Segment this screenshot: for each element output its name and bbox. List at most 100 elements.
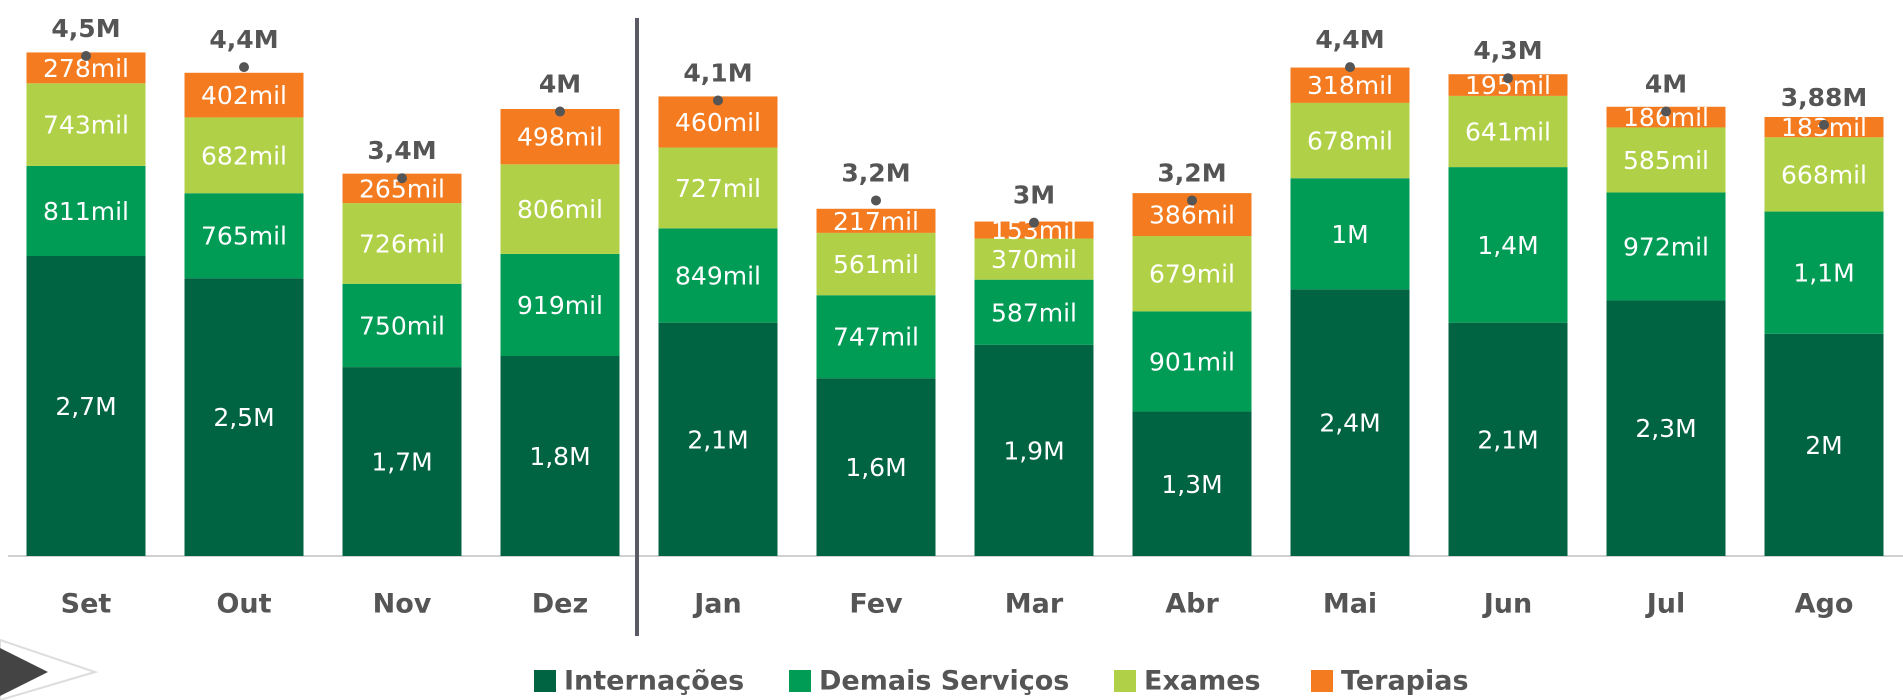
segment-label: 682mil xyxy=(201,141,287,170)
segment-label: 2,4M xyxy=(1319,409,1380,438)
segment-label: 2,7M xyxy=(55,392,116,421)
bar-segment xyxy=(1290,67,1410,103)
bar-segment xyxy=(658,322,778,556)
bar-segment xyxy=(1448,74,1568,96)
segment-label: 1,7M xyxy=(371,448,432,477)
bar-segment xyxy=(500,109,620,165)
segment-label: 498mil xyxy=(517,123,603,152)
segment-label: 849mil xyxy=(675,262,761,291)
bar-segment xyxy=(816,232,936,296)
bar-segment xyxy=(1764,333,1884,556)
segment-label: 1,6M xyxy=(845,453,906,482)
bar-segment xyxy=(1132,311,1252,412)
total-marker xyxy=(397,173,407,184)
bar-segment xyxy=(1290,102,1410,179)
legend-swatch xyxy=(1311,670,1333,692)
x-tick-label: Jun xyxy=(1482,589,1533,620)
total-label: 4,4M xyxy=(209,25,278,54)
bar-segment xyxy=(658,228,778,323)
bar-segment xyxy=(1290,289,1410,556)
decor-arrow xyxy=(0,648,48,696)
bar-segment xyxy=(1448,95,1568,168)
segment-label: 972mil xyxy=(1623,232,1709,261)
x-tick-label: Mai xyxy=(1323,589,1377,620)
total-marker xyxy=(1345,62,1355,73)
segment-label: 726mil xyxy=(359,229,445,258)
segment-label: 402mil xyxy=(201,81,287,110)
bar-segment xyxy=(184,72,304,118)
x-tick-label: Dez xyxy=(532,589,588,620)
total-label: 4,5M xyxy=(51,14,120,43)
segment-label: 2,1M xyxy=(687,425,748,454)
bar-segment xyxy=(974,221,1094,239)
total-marker xyxy=(1029,217,1039,228)
segment-label: 641mil xyxy=(1465,118,1551,147)
total-label: 3,2M xyxy=(841,158,910,187)
segment-label: 2M xyxy=(1805,431,1842,460)
bar-segment xyxy=(1764,211,1884,334)
x-tick-label: Ago xyxy=(1795,589,1854,620)
bar-segment xyxy=(816,378,936,556)
legend-swatch xyxy=(534,670,556,692)
total-marker xyxy=(1503,73,1513,84)
bar-segment xyxy=(1290,178,1410,290)
segment-label: 587mil xyxy=(991,298,1077,327)
bar-segment xyxy=(500,253,620,356)
bar-segment xyxy=(1764,137,1884,212)
segment-label: 811mil xyxy=(43,197,129,226)
segment-label: 750mil xyxy=(359,311,445,340)
bar-segment xyxy=(658,147,778,229)
segment-label: 765mil xyxy=(201,222,287,251)
segment-label: 919mil xyxy=(517,291,603,320)
segment-label: 668mil xyxy=(1781,160,1867,189)
bar-segment xyxy=(342,283,462,368)
segment-label: 2,1M xyxy=(1477,425,1538,454)
total-label: 3,4M xyxy=(367,136,436,165)
total-marker xyxy=(713,95,723,106)
bar-segment xyxy=(974,279,1094,345)
bar-segment xyxy=(974,238,1094,280)
total-label: 4,3M xyxy=(1473,36,1542,65)
bar-segment xyxy=(1132,236,1252,312)
bar-segment xyxy=(816,208,936,233)
bar-segment xyxy=(1448,322,1568,556)
bar-segment xyxy=(500,356,620,556)
x-tick-label: Nov xyxy=(373,589,432,620)
segment-label: 460mil xyxy=(675,108,761,137)
segment-label: 679mil xyxy=(1149,260,1235,289)
x-tick-label: Jan xyxy=(692,589,742,620)
bar-segment xyxy=(26,83,146,166)
segment-label: 747mil xyxy=(833,323,919,352)
bar-segment xyxy=(500,164,620,254)
segment-label: 561mil xyxy=(833,250,919,279)
bar-segment xyxy=(1606,300,1726,556)
segment-label: 585mil xyxy=(1623,146,1709,175)
legend-label: Demais Serviços xyxy=(819,666,1069,697)
total-marker xyxy=(1819,119,1829,130)
segment-label: 1,8M xyxy=(529,442,590,471)
bar-segment xyxy=(1606,106,1726,128)
total-marker xyxy=(1187,195,1197,206)
total-marker xyxy=(1661,106,1671,117)
segment-label: 2,3M xyxy=(1635,414,1696,443)
bar-segment xyxy=(1132,411,1252,556)
x-tick-label: Abr xyxy=(1165,589,1219,620)
segment-label: 727mil xyxy=(675,174,761,203)
total-marker xyxy=(81,51,91,61)
segment-label: 1,1M xyxy=(1793,259,1854,288)
total-label: 3M xyxy=(1013,181,1055,210)
segment-label: 1,4M xyxy=(1477,231,1538,260)
segment-label: 1M xyxy=(1331,220,1368,249)
decor-outline xyxy=(0,638,99,700)
bar-segment xyxy=(184,193,304,279)
legend-swatch xyxy=(789,670,811,692)
segment-label: 678mil xyxy=(1307,127,1393,156)
bar-segment xyxy=(1448,167,1568,323)
segment-label: 2,5M xyxy=(213,403,274,432)
bar-segment xyxy=(816,295,936,379)
segment-label: 1,9M xyxy=(1003,436,1064,465)
segment-label: 1,3M xyxy=(1161,470,1222,499)
bar-segment xyxy=(1606,192,1726,301)
legend-swatch xyxy=(1114,670,1136,692)
